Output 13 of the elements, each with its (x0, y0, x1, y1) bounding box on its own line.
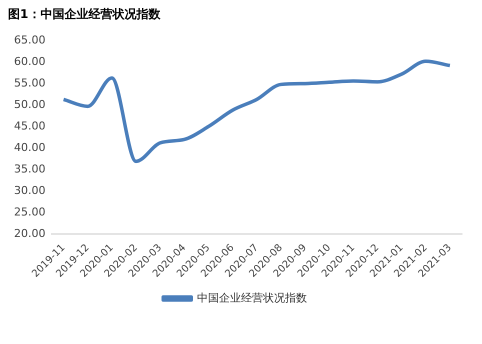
y-tick-label: 30.00 (14, 184, 46, 197)
y-tick-label: 55.00 (14, 76, 46, 90)
y-tick-label: 35.00 (14, 162, 46, 176)
chart-title: 图1：中国企业经营状况指数 (8, 6, 160, 23)
y-tick-label: 40.00 (14, 140, 46, 154)
y-tick-label: 20.00 (14, 226, 46, 240)
y-tick-label: 60.00 (14, 54, 46, 68)
legend-label: 中国企业经营状况指数 (196, 291, 307, 304)
y-tick-label: 65.00 (14, 33, 46, 46)
y-tick-label: 45.00 (14, 119, 46, 132)
y-tick-label: 25.00 (14, 205, 46, 218)
line-series (62, 59, 452, 164)
y-tick-label: 50.00 (14, 98, 46, 111)
